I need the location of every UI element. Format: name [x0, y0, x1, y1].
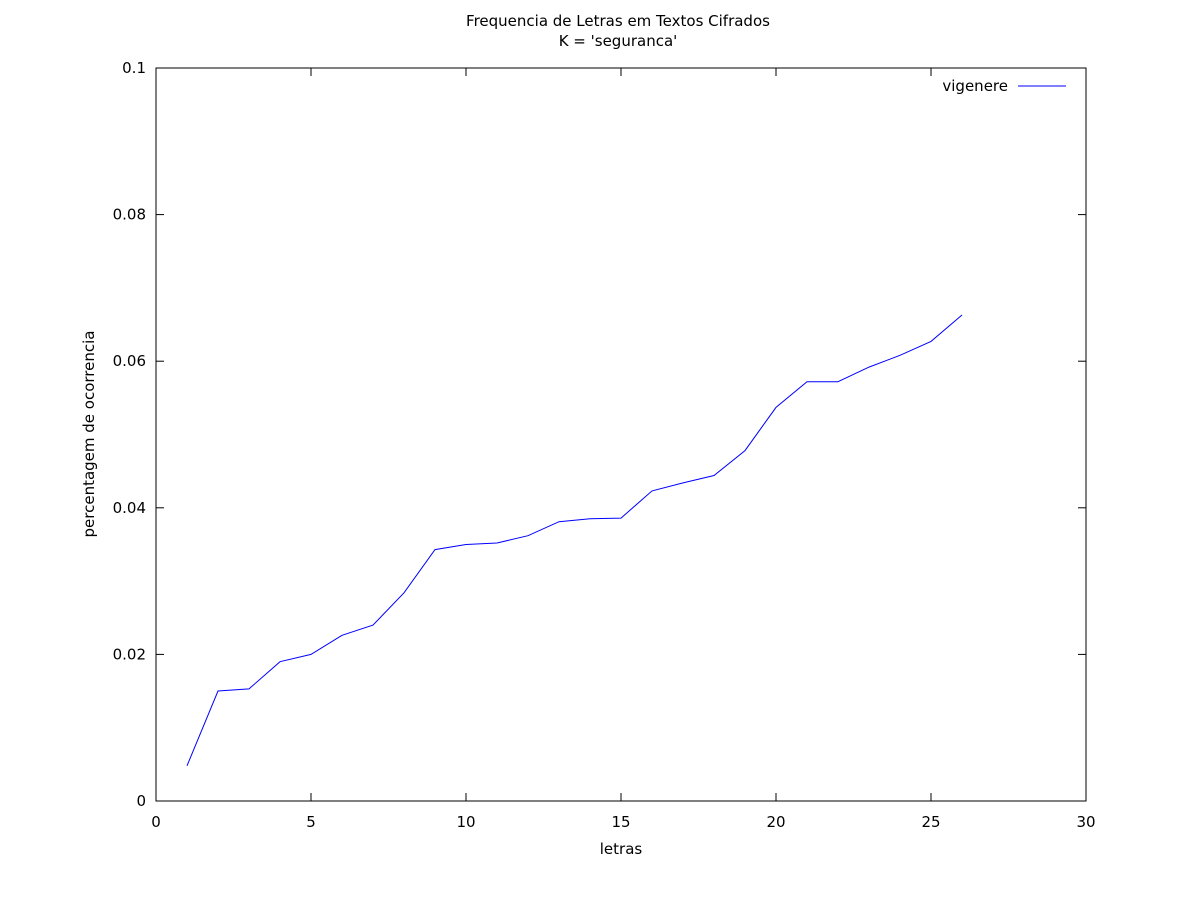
legend: vigenere [942, 77, 1066, 95]
y-tick-label: 0.1 [122, 59, 146, 77]
chart-subtitle: K = 'seguranca' [559, 32, 678, 50]
x-tick-label: 20 [766, 813, 785, 831]
axes-group [155, 67, 1087, 802]
x-axis-label: letras [600, 840, 643, 858]
x-tick-label: 25 [921, 813, 940, 831]
plot-frame [155, 67, 1087, 802]
series-group [186, 314, 963, 766]
y-tick-label: 0.02 [113, 645, 146, 663]
x-tick-label: 30 [1076, 813, 1095, 831]
x-tick-label: 15 [611, 813, 630, 831]
y-tick-label: 0.04 [113, 499, 146, 517]
y-tick-label: 0.08 [113, 206, 146, 224]
y-axis-label: percentagem de ocorrencia [80, 331, 98, 538]
y-tick-label: 0 [136, 792, 146, 810]
x-tick-label: 5 [306, 813, 316, 831]
chart-title: Frequencia de Letras em Textos Cifrados [466, 12, 770, 30]
ticks-group: 0 5 10 15 20 25 30 0 0.02 0.04 0.06 0.08 0.1 [113, 59, 1096, 831]
y-tick-label: 0.06 [113, 352, 146, 370]
x-tick-label: 0 [151, 813, 161, 831]
x-tick-label: 10 [456, 813, 475, 831]
legend-label: vigenere [942, 77, 1008, 95]
series-line-vigenere [186, 314, 963, 766]
